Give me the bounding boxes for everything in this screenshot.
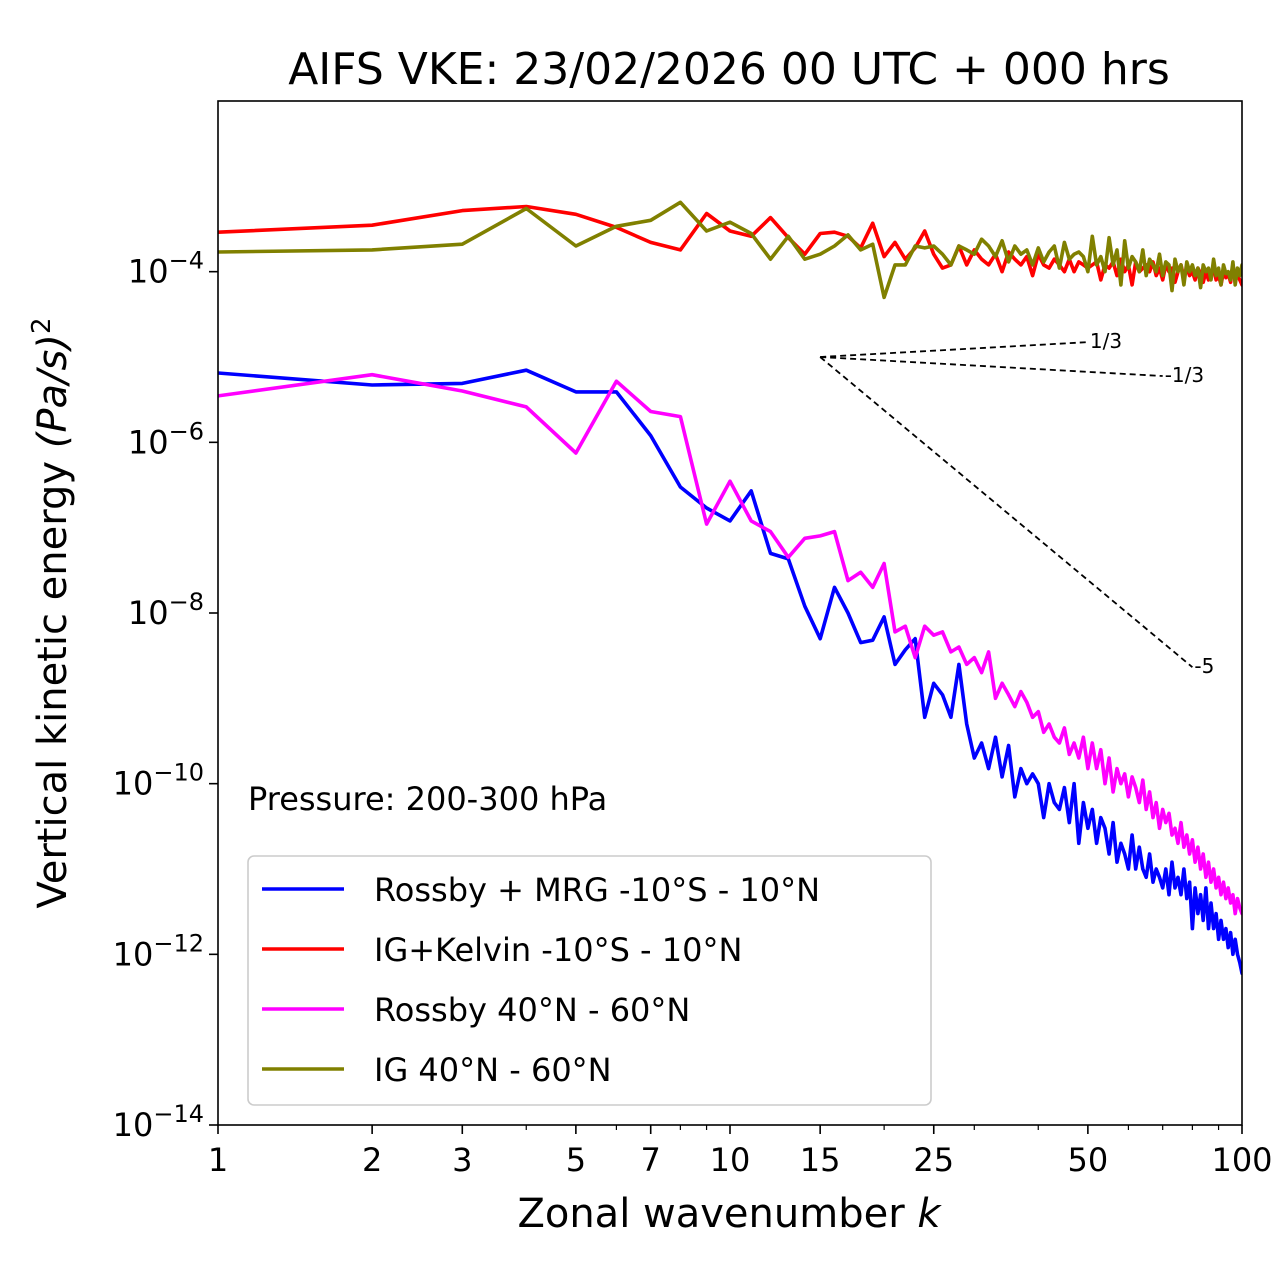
y-tick-exponent: −14: [153, 1100, 204, 1128]
plot-frame: [217, 100, 1243, 1126]
y-tick-label: 10−14: [113, 1100, 204, 1144]
y-tick-exponent: −12: [153, 929, 204, 957]
y-tick-mantissa: 10: [128, 594, 169, 632]
y-tick-label: 10−10: [113, 759, 204, 803]
y-tick-exponent: −6: [169, 417, 204, 445]
y-tick-mantissa: 10: [113, 765, 154, 803]
x-axis-label: Zonal wavenumber k: [517, 1191, 942, 1237]
slope-line: [820, 356, 1163, 377]
legend-frame: [247, 855, 932, 1106]
y-tick-exponent: −10: [153, 759, 204, 787]
legend-label: IG+Kelvin -10°S - 10°N: [374, 931, 742, 969]
y-tick-label: 10−6: [128, 417, 204, 461]
slope-line: [819, 356, 1193, 668]
y-axis-label-text: Vertical kinetic energy: [30, 461, 76, 909]
x-tick-label: 1: [208, 1141, 228, 1179]
x-tick-label: 100: [1211, 1141, 1272, 1179]
slope-label: -1/3: [1165, 363, 1204, 387]
y-axis-label-power: 2: [27, 318, 57, 335]
series-line-3: [218, 200, 1242, 300]
slope-line: [820, 341, 1088, 358]
series-layer: [218, 200, 1242, 976]
y-tick-mantissa: 10: [128, 253, 169, 291]
y-tick-mantissa: 10: [113, 935, 154, 973]
y-tick-mantissa: 10: [128, 423, 169, 461]
legend-label: Rossby + MRG -10°S - 10°N: [374, 871, 820, 909]
slope-label: 1/3: [1090, 329, 1122, 353]
x-tick-label: 2: [362, 1141, 382, 1179]
y-tick-exponent: −4: [169, 247, 204, 275]
chart-title: AIFS VKE: 23/02/2026 00 UTC + 000 hrs: [288, 44, 1170, 95]
slope-label: -5: [1194, 654, 1214, 678]
x-axis-label-var: k: [917, 1191, 942, 1237]
x-tick-label: 10: [710, 1141, 751, 1179]
series-line-0: [218, 368, 1242, 976]
x-tick-label: 7: [641, 1141, 661, 1179]
x-axis-label-text: Zonal wavenumber: [517, 1191, 905, 1237]
axis-ticks: 1 2 3 5 7 10 15 25 50 10010−1410−1210−1010−810−61…: [113, 247, 1273, 1179]
legend: Rossby + MRG -10°S - 10°N IG+Kelvin -10°S…: [247, 855, 932, 1106]
slope-reference-lines: 1/3 -1/3 -5: [819, 329, 1214, 678]
x-tick-label: 25: [913, 1141, 954, 1179]
pressure-annotation: Pressure: 200-300 hPa: [248, 780, 607, 818]
y-tick-label: 10−8: [128, 588, 204, 632]
x-tick-label: 5: [566, 1141, 586, 1179]
x-tick-label: 50: [1068, 1141, 1109, 1179]
y-tick-mantissa: 10: [113, 1106, 154, 1144]
legend-label: IG 40°N - 60°N: [374, 1051, 612, 1089]
x-tick-label: 3: [452, 1141, 472, 1179]
y-tick-exponent: −8: [169, 588, 204, 616]
x-tick-label: 15: [800, 1141, 841, 1179]
y-axis-label: Vertical kinetic energy (Pa/s)2: [27, 318, 76, 909]
series-line-2: [218, 372, 1242, 916]
y-tick-label: 10−4: [128, 247, 204, 291]
y-tick-label: 10−12: [113, 929, 204, 973]
legend-label: Rossby 40°N - 60°N: [374, 991, 690, 1029]
y-axis-label-units: (Pa/s): [30, 334, 76, 448]
